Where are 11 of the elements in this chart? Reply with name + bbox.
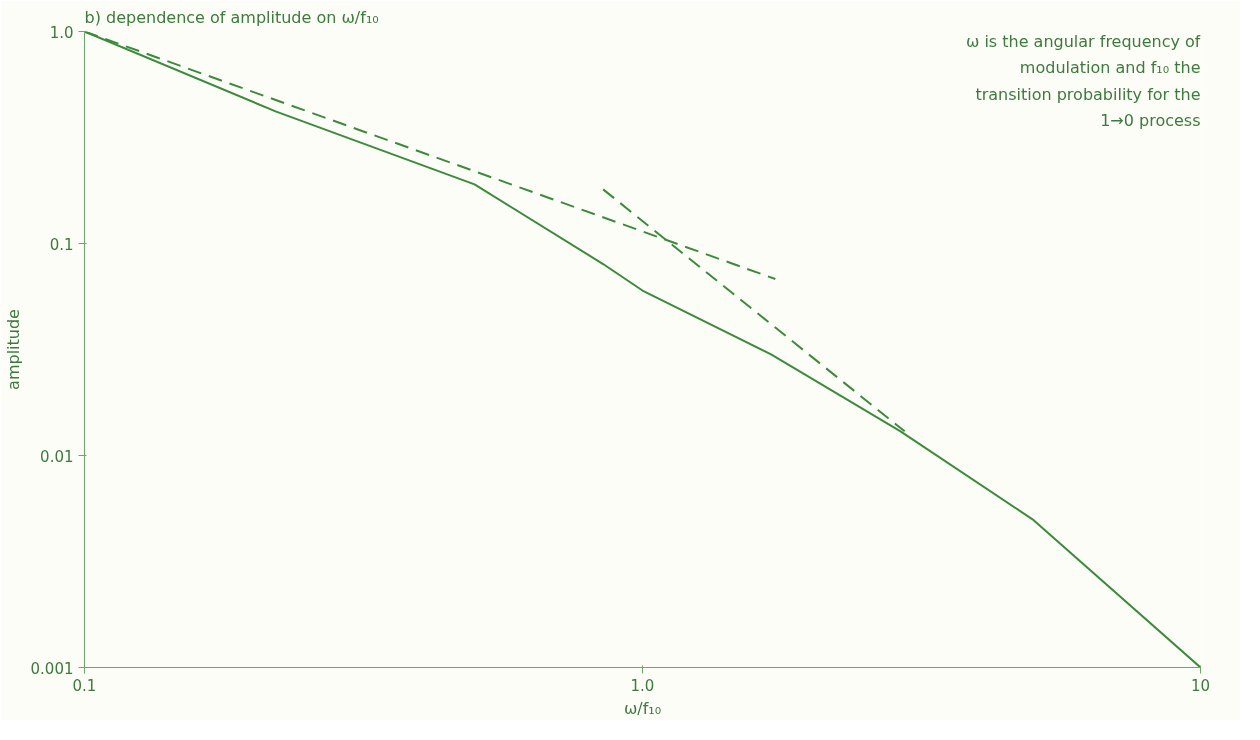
y-tick-label: 0.1 bbox=[49, 235, 74, 254]
x-tick-label: 1.0 bbox=[630, 676, 655, 695]
x-tick-label: 0.1 bbox=[72, 676, 97, 695]
annotation: ω is the angular frequency of modulation and f₁₀ the transition probability for the 1→0 process bbox=[965, 31, 1201, 131]
y-tick-label: 0.001 bbox=[30, 659, 74, 678]
x-tick-label: 10 bbox=[1190, 676, 1211, 695]
x-axis-title: ω/f₁₀ bbox=[623, 698, 662, 718]
y-tick-label: 0.01 bbox=[40, 447, 74, 466]
y-tick-label: 1.0 bbox=[49, 23, 74, 42]
chart-title: b) dependence of amplitude on ω/f₁₀ bbox=[84, 7, 379, 27]
y-axis-title: amplitude bbox=[3, 309, 23, 390]
